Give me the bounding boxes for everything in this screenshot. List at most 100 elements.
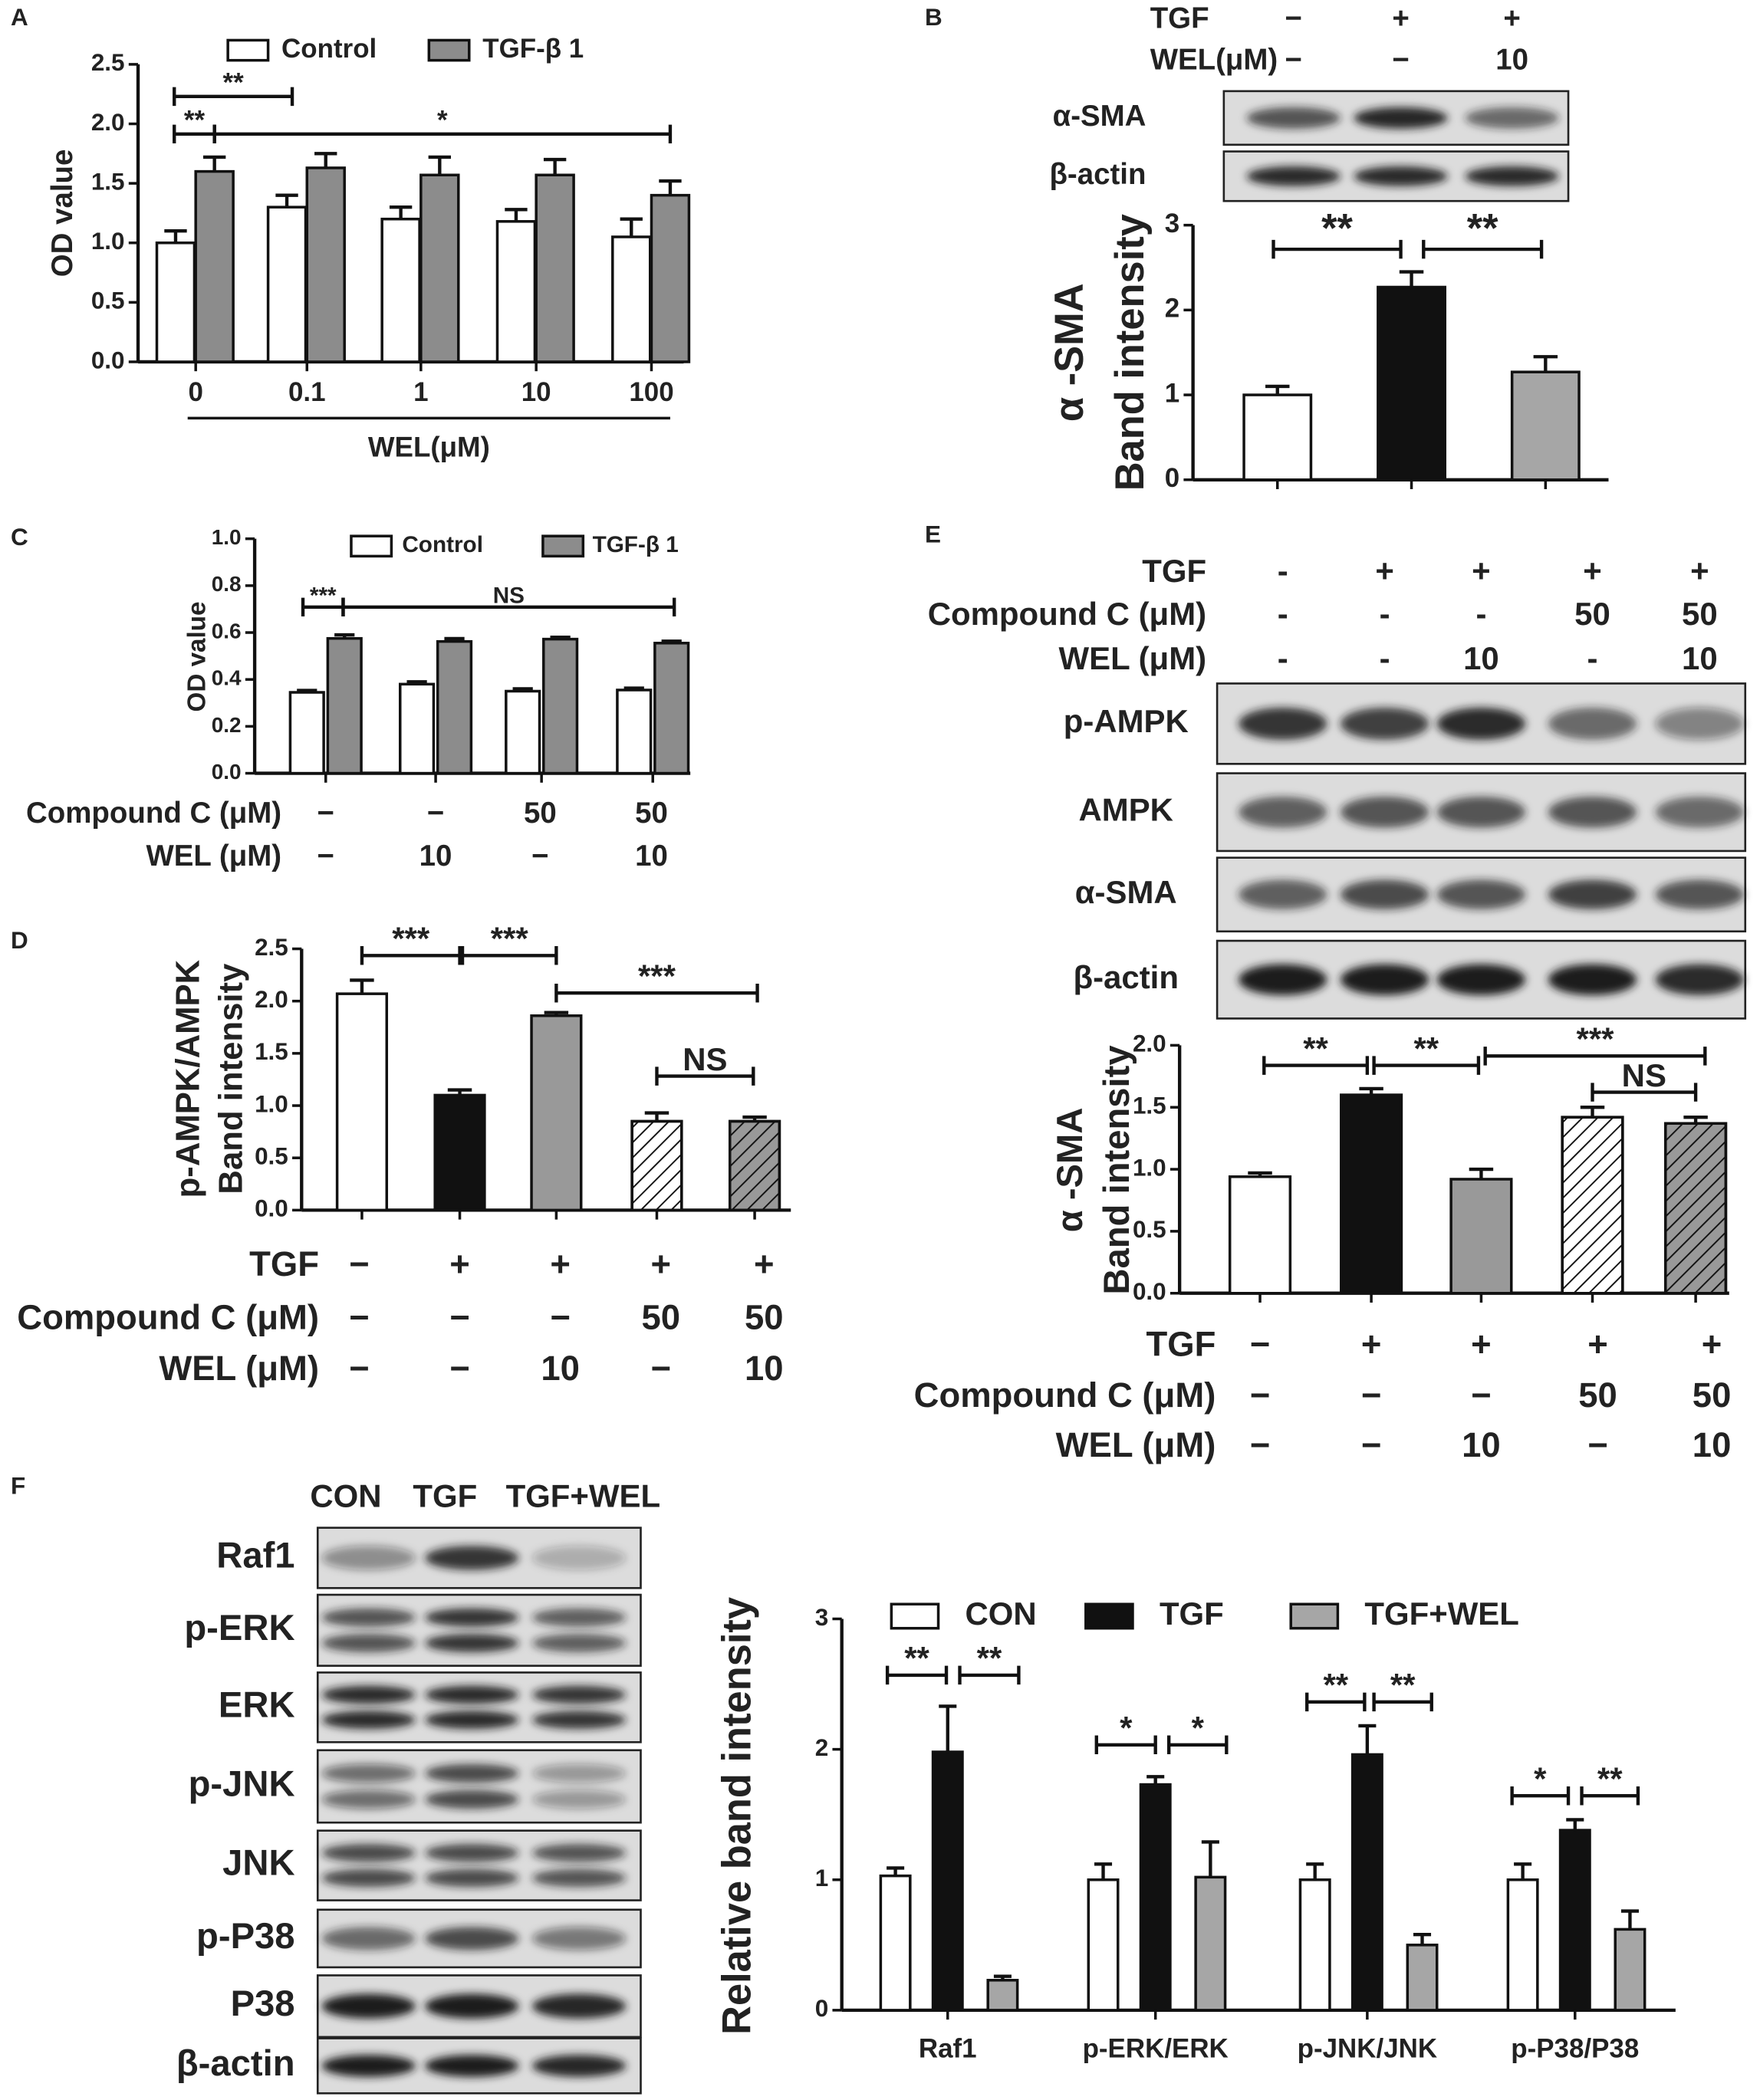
condition-value: 50 <box>1693 1375 1732 1415</box>
y-tick-label: 0 <box>815 1995 829 2022</box>
blot-band <box>1354 107 1448 129</box>
condition-value: 50 <box>635 797 668 830</box>
significance-label: * <box>1120 1710 1133 1746</box>
bar <box>194 169 235 363</box>
condition-value: − <box>349 1349 370 1388</box>
blot-band <box>425 1608 519 1627</box>
bar <box>986 1978 1019 2012</box>
blot-band <box>321 1763 416 1783</box>
significance-bracket <box>360 946 462 965</box>
y-tick-label: 1.0 <box>1133 1154 1166 1181</box>
blot-band <box>425 1993 519 2019</box>
error-bar <box>1359 1086 1383 1096</box>
panel-letter: C <box>11 524 28 550</box>
significance-label: *** <box>638 958 676 994</box>
bar <box>1350 1753 1383 2012</box>
condition-label: TGF <box>1142 553 1206 589</box>
blot-band <box>321 1711 416 1730</box>
bar <box>653 642 690 775</box>
blot-band <box>531 1546 627 1570</box>
bar <box>505 689 541 775</box>
significance-label: ** <box>904 1640 929 1676</box>
error-bar <box>543 157 567 176</box>
error-bar <box>887 1866 905 1876</box>
blot-band <box>1436 964 1526 996</box>
condition-value: + <box>1503 2 1520 35</box>
condition-label: WEL (μM) <box>159 1349 319 1388</box>
bar-hatch <box>1561 1116 1624 1295</box>
condition-label: Compound C (μM) <box>914 1375 1216 1415</box>
condition-value: − <box>427 797 444 830</box>
condition-value: 10 <box>1495 44 1528 77</box>
y-tick-label: 0.0 <box>255 1195 288 1222</box>
condition-value: - <box>1278 596 1288 632</box>
condition-value: + <box>1583 553 1602 589</box>
bar-hatch <box>1664 1122 1728 1295</box>
condition-value: 50 <box>1574 596 1610 632</box>
legend-label: TGF <box>1160 1596 1224 1632</box>
significance-bracket <box>1372 1056 1481 1075</box>
error-bar <box>314 152 337 168</box>
condition-value: − <box>349 1298 370 1337</box>
bar <box>931 1750 964 2012</box>
blot-band <box>321 2055 416 2077</box>
blot-row-label: ERK <box>219 1684 295 1725</box>
bar <box>1298 1878 1331 2012</box>
panel-letter: A <box>11 4 28 31</box>
condition-value: − <box>1285 2 1302 35</box>
significance-bracket <box>460 946 558 965</box>
error-bar <box>447 1088 472 1096</box>
blot-row-label: β-actin <box>1049 158 1146 191</box>
blot-row-label: p-P38 <box>196 1916 295 1957</box>
legend-swatch <box>350 534 393 558</box>
blot-row-label: α-SMA <box>1053 100 1146 133</box>
condition-label: WEL (μM) <box>1056 1425 1216 1464</box>
bar <box>1377 285 1446 481</box>
condition-value: − <box>317 797 334 830</box>
blot-row-label: P38 <box>231 1983 295 2024</box>
blot-band <box>425 1685 519 1704</box>
blot-band <box>425 2055 519 2077</box>
bar <box>1228 1175 1292 1295</box>
significance-label: * <box>437 105 448 135</box>
blot-column-label: TGF <box>413 1477 477 1513</box>
error-bar <box>544 1011 569 1016</box>
blot-band <box>1354 166 1448 186</box>
blot-band <box>1465 166 1559 186</box>
blot-band <box>425 1763 519 1783</box>
blot-band <box>531 1633 627 1653</box>
condition-label: WEL (μM) <box>1059 640 1207 676</box>
bar <box>1139 1783 1172 2012</box>
blot-band <box>425 1843 519 1862</box>
condition-label: Compound C (μM) <box>17 1298 319 1337</box>
legend-label: Control <box>402 532 483 557</box>
y-tick-label: 1 <box>1165 378 1179 408</box>
bar <box>305 166 346 363</box>
significance-bracket <box>655 1066 755 1086</box>
error-bar <box>334 633 355 639</box>
significance-label: * <box>1192 1710 1205 1746</box>
blot-band <box>531 2055 627 2077</box>
blot-column-label: TGF+WEL <box>506 1477 661 1513</box>
blot-band <box>321 1546 416 1570</box>
blot-band <box>425 1789 519 1809</box>
blot-band <box>531 1608 627 1627</box>
y-tick-label: 2.0 <box>255 986 288 1013</box>
condition-value: 50 <box>641 1298 680 1337</box>
condition-value: + <box>550 1244 571 1283</box>
significance-label: NS <box>683 1041 727 1077</box>
x-tick-label: p-P38/P38 <box>1511 2034 1639 2064</box>
x-tick-label: 0.1 <box>288 377 326 407</box>
y-axis-label: Band intensity <box>212 963 250 1195</box>
panel-letter: B <box>925 4 943 31</box>
y-axis-label: α -SMA <box>1050 1108 1091 1233</box>
error-bar <box>550 635 571 639</box>
error-bar <box>1580 1106 1605 1118</box>
blot-band <box>1246 166 1341 186</box>
condition-value: - <box>1587 640 1598 676</box>
legend-swatch <box>427 38 471 62</box>
blot-band <box>1340 796 1429 828</box>
significance-bracket <box>1510 1786 1571 1806</box>
blot-row-label: AMPK <box>1078 791 1173 827</box>
error-bar <box>1146 1775 1165 1785</box>
